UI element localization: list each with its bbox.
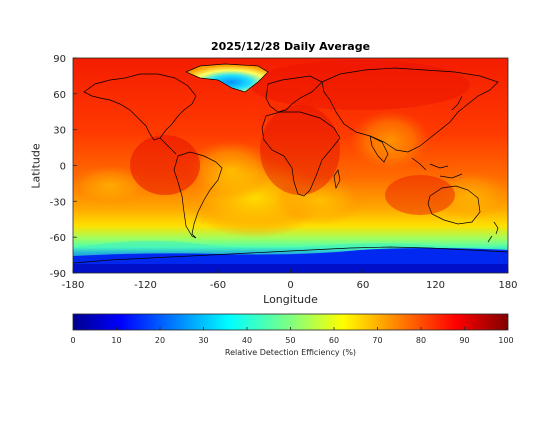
axis-tick-marks [72,57,509,274]
x-tick-label: -120 [134,280,157,291]
y-axis-label: Latitude [29,143,43,189]
y-tick-label: 30 [53,126,66,137]
colorbar-tick-label: 60 [329,336,339,345]
y-tick-label: 0 [60,162,66,173]
y-tick-label: -60 [50,233,66,244]
x-axis-label: Longitude [263,293,318,306]
colorbar-tick-marks [116,327,465,330]
colorbar-tick-label: 20 [155,336,165,345]
colorbar-tick-label: 10 [111,336,121,345]
colorbar-tick-label: 50 [285,336,295,345]
colorbar-tick-label: 90 [459,336,469,345]
x-tick-label: 0 [287,280,293,291]
colorbar [73,314,508,330]
x-tick-label: -60 [210,280,226,291]
colorbar-tick-label: 30 [198,336,208,345]
detection-efficiency-field [73,58,508,273]
coastlines [73,63,508,264]
x-tick-label: 60 [357,280,370,291]
map-title: 2025/12/28 Daily Average [210,40,371,53]
colorbar-tick-label: 80 [416,336,426,345]
x-tick-label: 120 [426,280,445,291]
y-tick-label: 60 [53,90,66,101]
x-tick-label: 180 [498,280,517,291]
y-tick-label: -30 [50,197,66,208]
y-tick-label: -90 [50,269,66,280]
colorbar-tick-label: 100 [498,336,513,345]
x-tick-label: -180 [62,280,85,291]
y-tick-label: 90 [53,54,66,65]
colorbar-label: Relative Detection Efficiency (%) [224,348,357,357]
colorbar-tick-label: 0 [70,336,75,345]
colorbar-tick-label: 70 [372,336,382,345]
colorbar-tick-label: 40 [242,336,252,345]
